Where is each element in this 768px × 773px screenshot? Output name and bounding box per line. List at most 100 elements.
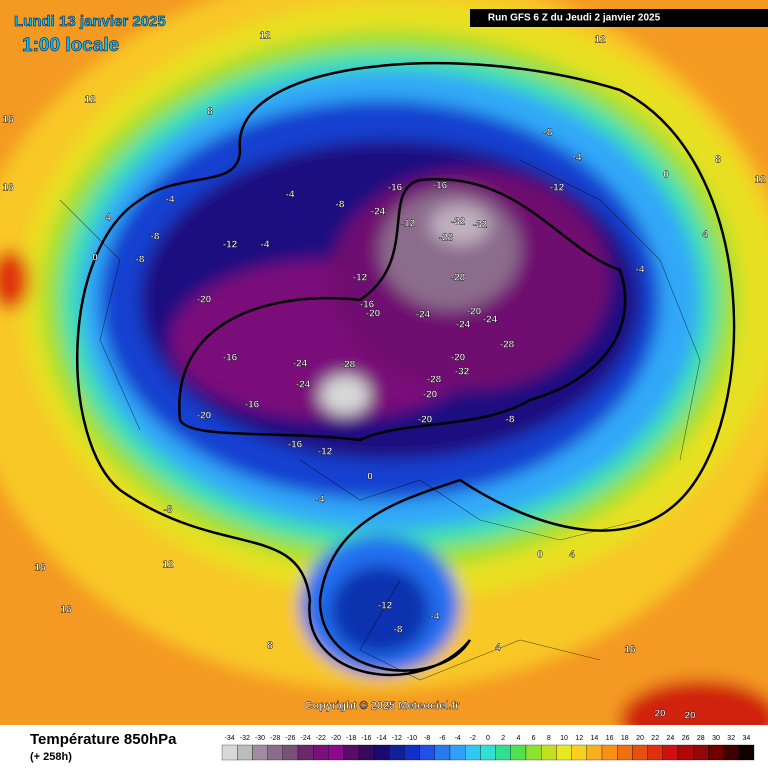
contour-label: 12 bbox=[594, 35, 606, 46]
scale-cell bbox=[541, 744, 557, 761]
forecast-time: 1:00 locale bbox=[22, 35, 119, 56]
contour-label: -8 bbox=[506, 415, 515, 426]
scale-tick: 34 bbox=[743, 735, 751, 742]
scale-tick: -8 bbox=[424, 735, 430, 742]
contour-label: -16 bbox=[288, 440, 303, 451]
scale-cell bbox=[328, 744, 344, 761]
scale-cell bbox=[647, 744, 663, 761]
contour-label: -16 bbox=[388, 183, 403, 194]
scale-tick: -20 bbox=[331, 735, 341, 742]
contour-label: -32 bbox=[473, 220, 488, 231]
contour-label: -12 bbox=[353, 273, 368, 284]
contour-label: 0 bbox=[92, 253, 98, 264]
scale-cell bbox=[480, 744, 496, 761]
contour-label: 8 bbox=[267, 641, 273, 652]
scale-cell bbox=[282, 744, 299, 761]
scale-tick: -2 bbox=[470, 735, 476, 742]
contour-label: -4 bbox=[573, 153, 582, 164]
copyright: Copyright © 2025 Meteociel.fr bbox=[305, 700, 461, 712]
coastlines bbox=[59, 159, 701, 681]
scale-cell bbox=[617, 744, 633, 761]
run-banner bbox=[470, 9, 768, 27]
scale-cell bbox=[571, 744, 587, 761]
lead-time: (+ 258h) bbox=[30, 751, 72, 763]
scale-tick: 24 bbox=[667, 735, 675, 742]
contour-label: -4 bbox=[261, 240, 270, 251]
contour-label: -28 bbox=[439, 233, 454, 244]
scale-cell bbox=[495, 744, 511, 761]
scale-tick: 20 bbox=[636, 735, 644, 742]
scale-tick: 4 bbox=[516, 735, 520, 742]
contour-label: 8 bbox=[207, 107, 213, 118]
contour-label: -32 bbox=[451, 217, 466, 228]
scale-cell bbox=[221, 744, 238, 761]
contour-label: 16 bbox=[624, 645, 636, 656]
contour-label: 20 bbox=[684, 711, 696, 722]
scale-tick: 32 bbox=[727, 735, 735, 742]
contour-label: 0 bbox=[367, 472, 373, 483]
contour-label: -20 bbox=[197, 295, 212, 306]
scale-cell bbox=[556, 744, 572, 761]
scale-tick: 30 bbox=[712, 735, 720, 742]
contour-label: 16 bbox=[34, 563, 46, 574]
scale-tick: -32 bbox=[240, 735, 250, 742]
scale-tick: -18 bbox=[346, 735, 356, 742]
contours bbox=[76, 61, 736, 677]
contour-label: 0 bbox=[663, 170, 669, 181]
scale-cell bbox=[313, 744, 329, 761]
scale-cell bbox=[693, 744, 709, 761]
contour-label: -16 bbox=[360, 300, 375, 311]
scale-cell bbox=[677, 744, 694, 761]
contour-label: -28 bbox=[500, 340, 515, 351]
scale-tick: -30 bbox=[255, 735, 265, 742]
contour-label: -24 bbox=[456, 320, 471, 331]
contour-label: 16 bbox=[2, 183, 14, 194]
scale-tick: 16 bbox=[606, 735, 614, 742]
scale-cell bbox=[434, 744, 451, 761]
scale-tick: 6 bbox=[532, 735, 536, 742]
contour-label: -4 bbox=[431, 612, 440, 623]
scale-cell bbox=[252, 744, 268, 761]
contour-label: -12 bbox=[223, 240, 238, 251]
scale-cell bbox=[343, 744, 359, 761]
contour-label: -20 bbox=[418, 415, 433, 426]
scale-cell bbox=[738, 744, 755, 761]
contour-label: -20 bbox=[423, 390, 438, 401]
contour-label: -24 bbox=[371, 207, 386, 218]
contour-label: -12 bbox=[550, 183, 565, 194]
contour-label: -20 bbox=[197, 411, 212, 422]
scale-cell bbox=[237, 744, 253, 761]
scale-tick: -6 bbox=[439, 735, 445, 742]
contour-label: 12 bbox=[259, 31, 271, 42]
color-scale: -34 -32 -30 -28 -26 -24 -22 -20 -18 -16 -14 -12 -10-… bbox=[221, 735, 755, 761]
contour-label: 4 bbox=[105, 213, 111, 224]
scale-tick: 10 bbox=[560, 735, 568, 742]
scale-tick: -28 bbox=[270, 735, 280, 742]
contour-label: 12 bbox=[162, 560, 174, 571]
contour-label: 16 bbox=[60, 605, 72, 616]
contour-label: -16 bbox=[245, 400, 260, 411]
contour-label: 8 bbox=[715, 155, 721, 166]
scale-cell bbox=[465, 744, 481, 761]
contour-label: -24 bbox=[416, 310, 431, 321]
scale-cell bbox=[632, 744, 648, 761]
scale-cell bbox=[510, 744, 527, 761]
variable-title: Température 850hPa bbox=[30, 731, 177, 748]
scale-tick: -16 bbox=[361, 735, 371, 742]
contour-label: -8 bbox=[164, 505, 173, 516]
forecast-date: Lundi 13 janvier 2025 bbox=[14, 13, 166, 30]
contour-label: -8 bbox=[151, 232, 160, 243]
contour-label: 20 bbox=[654, 709, 666, 720]
contour-label: -12 bbox=[378, 601, 393, 612]
scale-tick: -24 bbox=[301, 735, 311, 742]
contour-label: -24 bbox=[293, 359, 308, 370]
contour-label: -8 bbox=[544, 128, 553, 139]
scale-tick: 28 bbox=[697, 735, 705, 742]
scale-tick: 14 bbox=[591, 735, 599, 742]
contour-label: -24 bbox=[483, 315, 498, 326]
contour-label: -8 bbox=[394, 625, 403, 636]
scale-tick: 26 bbox=[682, 735, 690, 742]
run-info: Run GFS 6 Z du Jeudi 2 janvier 2025 bbox=[488, 13, 661, 24]
contour-label: -16 bbox=[223, 353, 238, 364]
